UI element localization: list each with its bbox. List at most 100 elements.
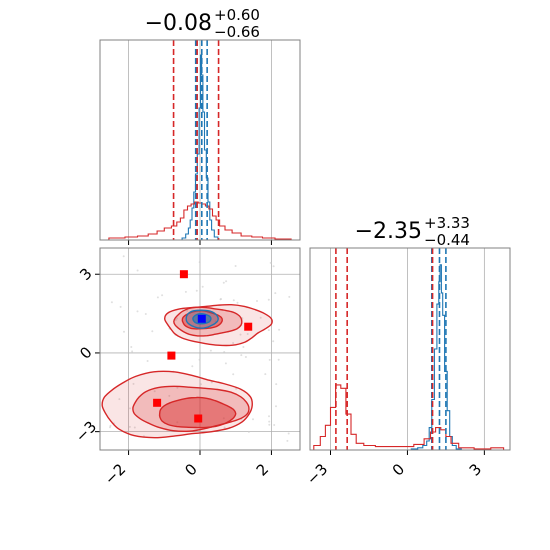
hist-param2-series-reference bbox=[407, 264, 464, 451]
sample-point bbox=[264, 373, 267, 376]
sample-point bbox=[223, 426, 226, 429]
title-plus: +0.60 bbox=[214, 6, 260, 24]
joint-param1-param2-tick-label-x: −2 bbox=[101, 460, 129, 488]
sample-point bbox=[119, 305, 122, 308]
sample-point bbox=[176, 317, 178, 320]
sample-point bbox=[224, 362, 227, 365]
sample-point bbox=[220, 298, 222, 300]
joint-param1-param2-tick-label-x: 2 bbox=[253, 460, 272, 479]
hist-param1-frame bbox=[99, 39, 301, 241]
sample-point bbox=[109, 424, 112, 427]
joint-param1-param2-tick-label-x: 0 bbox=[181, 460, 200, 479]
sample-point bbox=[168, 394, 171, 397]
hist-param2-frame bbox=[309, 247, 511, 451]
sample-point bbox=[288, 295, 291, 298]
sample-point bbox=[247, 430, 250, 433]
panel-title-1: −0.08 +0.60−0.66 bbox=[145, 6, 260, 41]
hist-param2-tick-label-x: 3 bbox=[466, 460, 485, 479]
joint-param1-param2-frame bbox=[99, 247, 301, 451]
joint-contours bbox=[101, 255, 291, 442]
title-median: −2.35 bbox=[355, 219, 422, 244]
sample-point bbox=[232, 342, 235, 344]
sample-point bbox=[274, 292, 277, 295]
title-minus: −0.66 bbox=[214, 23, 260, 41]
model-sample-marker bbox=[153, 398, 162, 407]
title-minus: −0.44 bbox=[424, 231, 470, 249]
sample-point bbox=[275, 383, 278, 386]
sample-point bbox=[161, 294, 164, 297]
hist-param2-series-model bbox=[310, 384, 510, 451]
sample-point bbox=[275, 405, 277, 408]
sample-point bbox=[286, 439, 289, 442]
sample-point bbox=[256, 300, 258, 302]
sample-point bbox=[246, 333, 249, 335]
panel-title-2: −2.35 +3.33−0.44 bbox=[355, 214, 470, 249]
title-plus: +3.33 bbox=[424, 214, 470, 232]
sample-point bbox=[198, 261, 201, 264]
sample-point bbox=[128, 425, 131, 428]
sample-point bbox=[235, 387, 238, 390]
sample-point bbox=[131, 350, 134, 353]
sample-point bbox=[198, 358, 201, 361]
model-sample-marker bbox=[194, 414, 203, 423]
sample-point bbox=[136, 310, 139, 313]
hist-param1-series-reference bbox=[180, 54, 220, 241]
sample-point bbox=[268, 420, 271, 423]
sample-point bbox=[252, 418, 254, 421]
sample-point bbox=[118, 398, 121, 401]
sample-point bbox=[240, 354, 243, 357]
sample-point bbox=[195, 289, 198, 292]
sample-point bbox=[151, 330, 154, 333]
hist-param2-tick-label-x: 0 bbox=[389, 460, 408, 479]
sample-point bbox=[132, 382, 135, 385]
sample-point bbox=[214, 320, 217, 323]
sample-point bbox=[174, 319, 177, 321]
sample-point bbox=[287, 432, 290, 435]
sample-point bbox=[236, 301, 239, 304]
model-contour-inner bbox=[158, 396, 237, 429]
sample-point bbox=[191, 365, 194, 368]
truth-marker bbox=[197, 314, 206, 323]
sample-point bbox=[244, 356, 247, 358]
sample-point bbox=[210, 381, 213, 384]
sample-point bbox=[267, 329, 270, 332]
sample-point bbox=[123, 330, 125, 333]
model-sample-marker bbox=[179, 270, 188, 279]
sample-point bbox=[129, 407, 131, 410]
sample-point bbox=[268, 423, 271, 426]
sample-point bbox=[272, 265, 275, 268]
sample-point bbox=[209, 349, 212, 352]
joint-param1-param2-tick-label-y: −3 bbox=[72, 417, 100, 445]
sample-point bbox=[242, 346, 245, 348]
joint-param1-param2-tick-label-y: 0 bbox=[76, 343, 95, 362]
sample-point bbox=[146, 360, 149, 362]
sample-point bbox=[273, 424, 276, 426]
hist-param1-series-model bbox=[100, 201, 300, 241]
sample-point bbox=[268, 358, 271, 361]
sample-point bbox=[144, 313, 147, 315]
joint-param1-param2-tick-label-y: 3 bbox=[76, 264, 95, 283]
sample-point bbox=[201, 285, 204, 288]
sample-point bbox=[184, 290, 187, 293]
sample-point bbox=[176, 421, 179, 424]
sample-point bbox=[272, 340, 275, 343]
sample-point bbox=[136, 269, 139, 272]
sample-point bbox=[278, 328, 281, 331]
hist-param2-tick-label-x: −3 bbox=[303, 460, 331, 488]
sample-point bbox=[232, 373, 235, 376]
sample-point bbox=[130, 346, 133, 348]
sample-point bbox=[133, 426, 136, 429]
sample-point bbox=[199, 383, 202, 386]
sample-point bbox=[259, 316, 262, 319]
sample-point bbox=[186, 309, 189, 312]
sample-point bbox=[223, 351, 226, 353]
sample-point bbox=[239, 333, 242, 336]
sample-point bbox=[232, 299, 235, 302]
sample-point bbox=[267, 298, 270, 301]
sample-point bbox=[277, 358, 280, 361]
sample-point bbox=[153, 390, 156, 393]
sample-point bbox=[110, 301, 113, 304]
sample-point bbox=[225, 280, 228, 283]
sample-point bbox=[268, 415, 270, 418]
